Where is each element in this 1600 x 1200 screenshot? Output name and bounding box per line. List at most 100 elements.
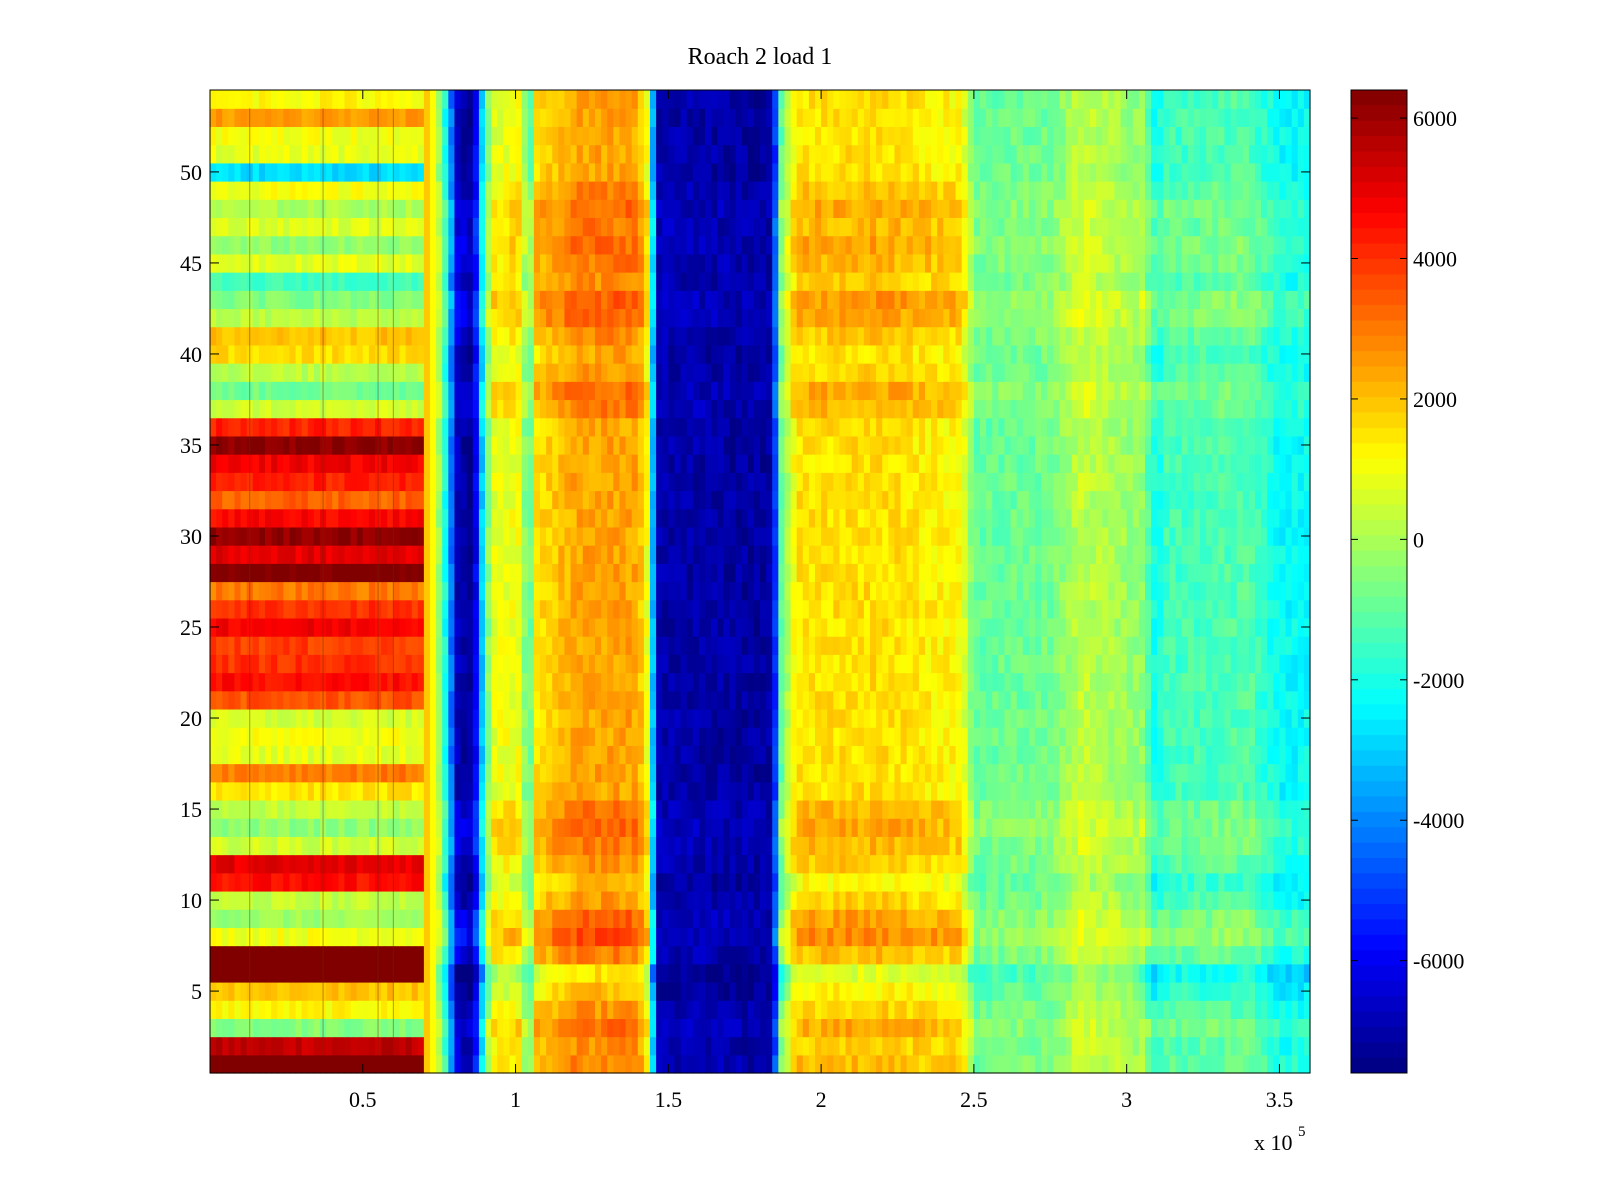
heatmap-cell bbox=[674, 745, 682, 765]
heatmap-cell bbox=[1065, 890, 1073, 910]
heatmap-cell bbox=[1255, 927, 1262, 947]
heatmap-cell bbox=[741, 945, 749, 965]
heatmap-cell bbox=[595, 599, 602, 619]
heatmap-cell bbox=[558, 654, 566, 674]
heatmap-cell bbox=[619, 927, 627, 947]
heatmap-cell bbox=[1291, 836, 1299, 856]
heatmap-cell bbox=[540, 872, 547, 892]
heatmap-cell bbox=[1303, 1018, 1311, 1038]
heatmap-cell bbox=[521, 781, 529, 801]
heatmap-cell bbox=[876, 909, 883, 928]
heatmap-cell bbox=[442, 799, 449, 819]
heatmap-cell bbox=[472, 1036, 480, 1056]
heatmap-cell bbox=[613, 981, 621, 1001]
heatmap-cell bbox=[680, 1000, 688, 1019]
heatmap-cell bbox=[607, 581, 614, 601]
heatmap-cell bbox=[863, 927, 871, 947]
heatmap-cell bbox=[900, 672, 908, 692]
heatmap-cell bbox=[558, 1054, 566, 1074]
heatmap-cell bbox=[1224, 927, 1232, 947]
heatmap-cell bbox=[1187, 854, 1195, 874]
heatmap-cell bbox=[705, 727, 712, 746]
heatmap-cell bbox=[478, 890, 486, 910]
heatmap-cell bbox=[631, 854, 639, 874]
heatmap-cell bbox=[668, 727, 676, 746]
heatmap-cell bbox=[546, 1054, 553, 1074]
heatmap-cell bbox=[1261, 818, 1268, 837]
heatmap-cell bbox=[448, 636, 456, 655]
heatmap-cell bbox=[1303, 927, 1311, 947]
heatmap-cell bbox=[1114, 599, 1122, 619]
heatmap-cell bbox=[815, 1036, 822, 1056]
heatmap-cell bbox=[332, 981, 339, 1001]
heatmap-cell bbox=[747, 763, 755, 783]
heatmap-cell bbox=[949, 981, 957, 1001]
heatmap-cell bbox=[1187, 672, 1195, 692]
heatmap-cell bbox=[228, 836, 236, 856]
heatmap-cell bbox=[705, 745, 712, 765]
heatmap-cell bbox=[1096, 599, 1103, 619]
heatmap-cell bbox=[527, 1036, 535, 1056]
heatmap-cell bbox=[362, 617, 370, 637]
heatmap-cell bbox=[216, 945, 223, 965]
heatmap-cell bbox=[338, 690, 346, 710]
heatmap-cell bbox=[295, 1000, 303, 1019]
heatmap-cell bbox=[1206, 636, 1213, 655]
heatmap-cell bbox=[454, 763, 462, 783]
heatmap-cell bbox=[570, 799, 578, 819]
heatmap-cell bbox=[1279, 672, 1287, 692]
heatmap-cell bbox=[1132, 1000, 1140, 1019]
heatmap-cell bbox=[1273, 599, 1281, 619]
heatmap-cell bbox=[1169, 981, 1177, 1001]
heatmap-cell bbox=[258, 945, 266, 965]
heatmap-cell bbox=[570, 599, 578, 619]
heatmap-cell bbox=[625, 581, 633, 601]
heatmap-cell bbox=[216, 1018, 223, 1038]
heatmap-cell bbox=[344, 836, 352, 856]
heatmap-cell bbox=[576, 818, 584, 837]
heatmap-cell bbox=[967, 1036, 975, 1056]
heatmap-cell bbox=[949, 708, 957, 728]
heatmap-cell bbox=[1083, 927, 1091, 947]
heatmap-cell bbox=[515, 781, 523, 801]
heatmap-cell bbox=[1218, 836, 1226, 856]
heatmap-cell bbox=[1071, 909, 1079, 928]
heatmap-cell bbox=[332, 854, 339, 874]
heatmap-cell bbox=[491, 981, 498, 1001]
heatmap-cell bbox=[527, 963, 535, 983]
heatmap-cell bbox=[857, 872, 865, 892]
heatmap-cell bbox=[228, 636, 236, 655]
heatmap-cell bbox=[1108, 672, 1116, 692]
heatmap-cell bbox=[1090, 781, 1097, 801]
heatmap-cell bbox=[784, 1036, 792, 1056]
heatmap-cell bbox=[252, 654, 260, 674]
heatmap-cell bbox=[1126, 963, 1134, 983]
heatmap-cell bbox=[1273, 672, 1281, 692]
heatmap-cell bbox=[753, 672, 761, 692]
heatmap-cell bbox=[1077, 1036, 1085, 1056]
heatmap-cell bbox=[1212, 981, 1219, 1001]
heatmap-cell bbox=[527, 818, 535, 837]
heatmap-cell bbox=[1206, 909, 1213, 928]
heatmap-cell bbox=[582, 1018, 590, 1038]
heatmap-cell bbox=[387, 1000, 394, 1019]
heatmap-cell bbox=[552, 617, 559, 637]
heatmap-cell bbox=[595, 799, 602, 819]
heatmap-cell bbox=[289, 1054, 297, 1074]
heatmap-cell bbox=[472, 909, 480, 928]
heatmap-cell bbox=[265, 654, 272, 674]
heatmap-cell bbox=[375, 636, 382, 655]
heatmap-cell bbox=[234, 654, 242, 674]
heatmap-cell bbox=[760, 909, 767, 928]
heatmap-cell bbox=[527, 654, 535, 674]
heatmap-cell bbox=[277, 690, 284, 710]
heatmap-cell bbox=[808, 672, 816, 692]
heatmap-cell bbox=[674, 927, 682, 947]
heatmap-cell bbox=[252, 781, 260, 801]
heatmap-cell bbox=[925, 617, 932, 637]
heatmap-cell bbox=[1132, 727, 1140, 746]
heatmap-cell bbox=[1071, 708, 1079, 728]
heatmap-cell bbox=[582, 1054, 590, 1074]
heatmap-cell bbox=[509, 890, 517, 910]
heatmap-cell bbox=[870, 1018, 877, 1038]
